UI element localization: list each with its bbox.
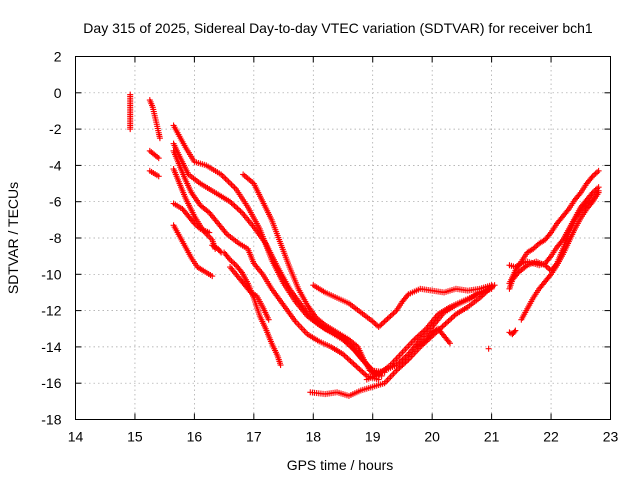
series-s11 bbox=[209, 242, 225, 256]
x-tick-label: 17 bbox=[246, 429, 262, 445]
x-tick-label: 15 bbox=[127, 429, 143, 445]
series-s25 bbox=[518, 189, 602, 323]
grid bbox=[75, 56, 611, 420]
x-tick-label: 19 bbox=[365, 429, 381, 445]
data-points bbox=[127, 91, 602, 399]
x-tick-label: 22 bbox=[543, 429, 559, 445]
series-s9 bbox=[170, 200, 213, 236]
y-tick-labels: 2 0 -2 -4 -6 -8 -10 -12 -14 -16 -18 bbox=[41, 49, 61, 428]
series-s20 bbox=[485, 345, 492, 352]
x-tick-labels: 14 15 16 17 18 19 20 21 22 23 bbox=[68, 429, 619, 445]
y-tick-label: 0 bbox=[54, 85, 62, 101]
series-s24 bbox=[506, 187, 602, 292]
x-tick-label: 20 bbox=[424, 429, 440, 445]
x-tick-label: 14 bbox=[68, 429, 84, 445]
y-tick-label: -16 bbox=[41, 375, 61, 391]
series-s18 bbox=[310, 282, 495, 330]
x-axis-title: GPS time / hours bbox=[287, 457, 394, 473]
series-s5 bbox=[170, 122, 388, 376]
series-s7 bbox=[170, 147, 382, 383]
series-s3 bbox=[146, 147, 162, 162]
y-tick-label: -2 bbox=[49, 121, 62, 137]
series-s13 bbox=[227, 264, 272, 323]
y-tick-label: 2 bbox=[54, 49, 62, 65]
series-s10 bbox=[170, 222, 216, 280]
y-axis-title: SDTVAR / TECUs bbox=[5, 182, 21, 294]
plot-frame bbox=[75, 56, 611, 420]
x-tick-label: 16 bbox=[187, 429, 203, 445]
y-tick-label: -4 bbox=[49, 157, 62, 173]
series-s21 bbox=[506, 327, 519, 338]
y-tick-label: -14 bbox=[41, 339, 61, 355]
series-s19 bbox=[414, 325, 453, 350]
y-tick-label: -10 bbox=[41, 266, 61, 282]
x-tick-label: 23 bbox=[603, 429, 619, 445]
y-tick-label: -12 bbox=[41, 303, 61, 319]
x-tick-label: 21 bbox=[484, 429, 500, 445]
series-s2 bbox=[146, 97, 163, 142]
series-s1 bbox=[127, 91, 134, 133]
x-tick-label: 18 bbox=[305, 429, 321, 445]
series-s14 bbox=[240, 171, 379, 378]
y-tick-label: -18 bbox=[41, 412, 61, 428]
y-tick-label: -8 bbox=[49, 230, 62, 246]
y-tick-label: -6 bbox=[49, 194, 62, 210]
chart-title: Day 315 of 2025, Sidereal Day-to-day VTE… bbox=[83, 20, 593, 36]
axis-ticks bbox=[75, 56, 611, 420]
series-s4 bbox=[146, 167, 162, 180]
